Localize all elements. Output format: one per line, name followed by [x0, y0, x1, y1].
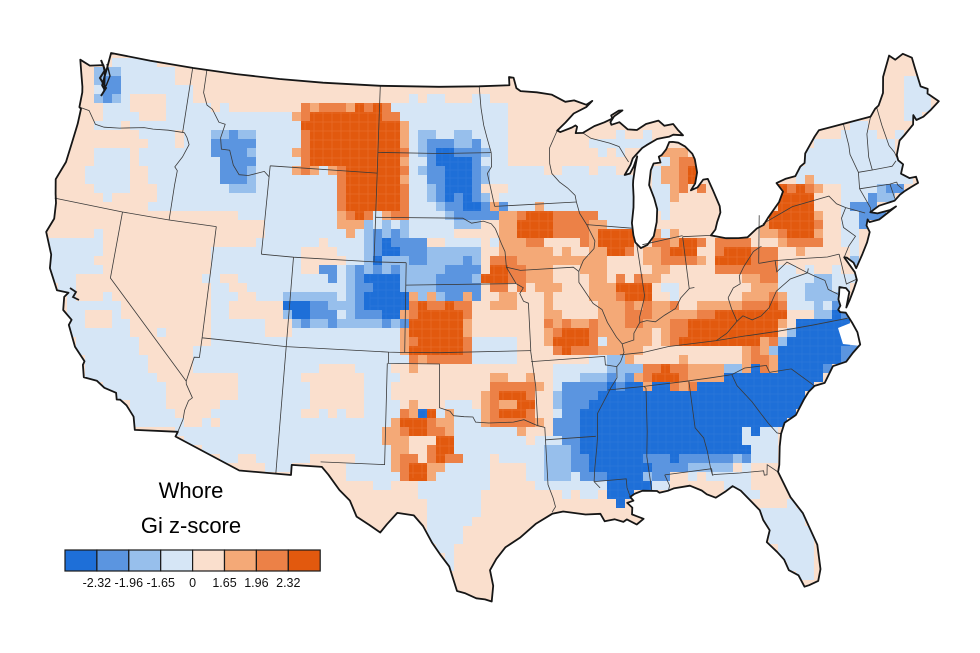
svg-text:Whore: Whore [159, 478, 224, 503]
svg-text:Gi z-score: Gi z-score [141, 513, 241, 538]
svg-text:1.65: 1.65 [212, 576, 236, 590]
svg-text:1.96: 1.96 [244, 576, 268, 590]
svg-text:-1.65: -1.65 [146, 576, 175, 590]
svg-text:-2.32: -2.32 [83, 576, 112, 590]
svg-text:-1.96: -1.96 [115, 576, 144, 590]
svg-text:2.32: 2.32 [276, 576, 300, 590]
svg-text:0: 0 [189, 576, 196, 590]
